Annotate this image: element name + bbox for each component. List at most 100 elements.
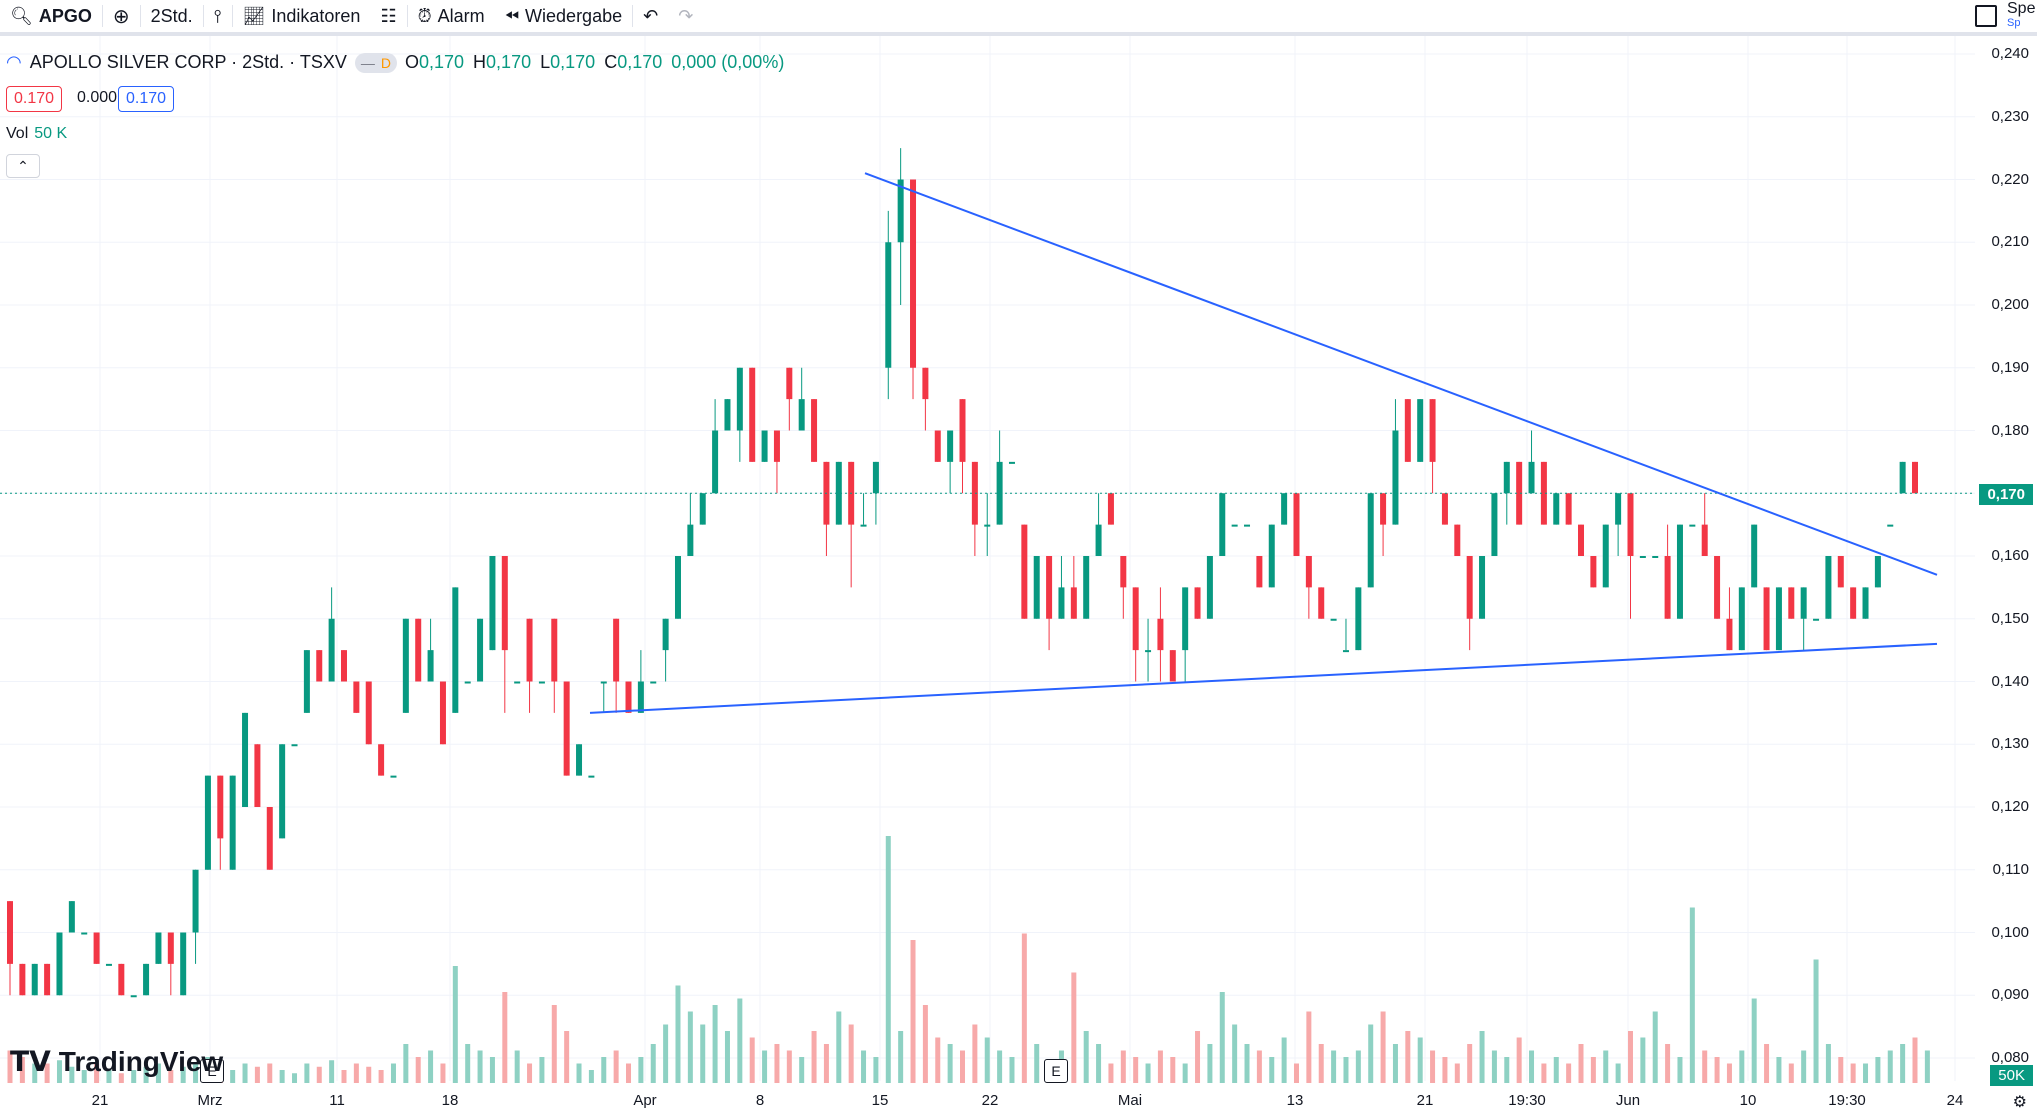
candle-body xyxy=(56,932,63,996)
volume-bar xyxy=(712,1005,718,1083)
candle-body xyxy=(551,618,558,682)
alert-button[interactable]: ⏰︎ Alarm xyxy=(408,0,495,32)
volume-bar xyxy=(1281,1037,1287,1083)
candle-body xyxy=(180,932,187,996)
volume-bar xyxy=(774,1044,780,1083)
volume-bar xyxy=(1627,1031,1633,1083)
fullscreen-button[interactable] xyxy=(1965,0,2007,32)
candles-icon: ⫯ xyxy=(213,5,222,26)
volume-bar xyxy=(551,1005,557,1083)
candle-body xyxy=(699,493,706,525)
candle-body xyxy=(1738,587,1745,651)
candle-body xyxy=(662,618,669,651)
price-tick-label: 0,180 xyxy=(1991,421,2029,439)
volume-bar xyxy=(1293,1063,1299,1083)
rewind-icon: ⏪︎ xyxy=(504,5,520,26)
compare-button[interactable]: ⊕ xyxy=(103,0,140,32)
buy-price-box[interactable]: 0.170 xyxy=(118,86,175,112)
volume-bar xyxy=(576,1063,582,1083)
volume-bar xyxy=(700,1024,706,1083)
volume-bar xyxy=(316,1066,322,1083)
volume-bar xyxy=(180,1066,186,1083)
volume-bar xyxy=(131,1070,137,1083)
volume-bar xyxy=(836,1011,842,1083)
replay-button[interactable]: ⏪︎ Wiedergabe xyxy=(495,0,632,32)
volume-axis-label: 50K xyxy=(1990,1065,2033,1086)
volume-bar xyxy=(588,1070,594,1083)
candle-body xyxy=(1182,587,1189,651)
candle-body xyxy=(1330,618,1337,621)
candle-body xyxy=(613,618,620,682)
candle-body xyxy=(415,618,422,682)
price-axis[interactable]: 0,240 0,230 0,220 0,210 0,200 0,190 0,180 0,170… xyxy=(1977,36,2037,1086)
time-tick-label: 15 xyxy=(871,1092,889,1109)
earnings-marker[interactable]: E xyxy=(1044,1059,1068,1083)
volume-bar xyxy=(626,1063,632,1083)
logo-text: TradingView xyxy=(58,1045,224,1077)
settings-icon[interactable]: ⚙ xyxy=(2012,1094,2027,1111)
volume-bar xyxy=(1442,1057,1448,1083)
indicators-button[interactable]: 📈︎ Indikatoren xyxy=(233,0,371,32)
layouts-button[interactable]: ☷ xyxy=(370,0,406,32)
candle-body xyxy=(1479,556,1486,619)
candle-body xyxy=(365,681,372,745)
volume-bar xyxy=(848,1024,854,1083)
volume-bar xyxy=(687,1011,693,1083)
price-chart[interactable] xyxy=(0,36,2037,1117)
interval-button[interactable]: 2Std. xyxy=(141,0,203,32)
volume-bar xyxy=(56,1060,62,1083)
volume-bar xyxy=(1776,1057,1782,1083)
price-tick-label: 0,230 xyxy=(1991,107,2029,125)
tradingview-mark-icon: 𝗧𝗩 xyxy=(10,1046,51,1077)
corner-label[interactable]: Spe Sp xyxy=(2007,2,2036,29)
undo-icon: ↶ xyxy=(643,5,659,26)
delayed-badge[interactable]: — D xyxy=(354,52,397,73)
volume-bar xyxy=(1590,1057,1596,1083)
volume-bar xyxy=(1541,1063,1547,1083)
candle-body xyxy=(1120,556,1127,588)
candle-body xyxy=(736,367,743,431)
chart-type-button[interactable]: ⫯ xyxy=(204,0,232,32)
redo-button[interactable]: ↷ xyxy=(668,0,703,32)
volume-bar xyxy=(7,1050,13,1083)
divider xyxy=(632,5,634,27)
candle-body xyxy=(1404,399,1411,462)
sell-price-box[interactable]: 0.170 xyxy=(6,86,63,112)
time-tick-label: 8 xyxy=(755,1092,765,1109)
candle-body xyxy=(984,524,991,527)
volume-bar xyxy=(514,1050,520,1083)
earnings-marker[interactable]: E xyxy=(200,1059,224,1083)
candle-body xyxy=(31,963,38,996)
volume-bar xyxy=(675,985,681,1083)
undo-button[interactable]: ↶ xyxy=(633,0,668,32)
volume-bar xyxy=(922,1005,928,1083)
tradingview-logo[interactable]: 𝗧𝗩 TradingView xyxy=(10,1045,223,1078)
collapse-legend-button[interactable]: ⌃ xyxy=(6,154,40,178)
alert-label: Alarm xyxy=(437,5,485,26)
candle-body xyxy=(217,775,224,839)
volume-bar xyxy=(564,1031,570,1083)
candle-body xyxy=(910,179,917,368)
candle-body xyxy=(786,367,793,400)
volume-bar xyxy=(1256,1050,1262,1083)
volume-bar xyxy=(1615,1063,1621,1083)
volume-bar xyxy=(1380,1011,1386,1083)
candle-body xyxy=(1107,493,1114,525)
volume-bar xyxy=(601,1057,607,1083)
series-title[interactable]: APOLLO SILVER CORP · 2Std. · TSXV xyxy=(29,52,347,72)
volume-bar xyxy=(1368,1024,1374,1083)
candle-body xyxy=(291,744,298,747)
candle-body xyxy=(316,650,323,682)
candle-body xyxy=(242,712,249,807)
candle-body xyxy=(860,524,867,527)
volume-bar xyxy=(1504,1057,1510,1083)
candle-body xyxy=(192,869,199,933)
price-tick-label: 0,120 xyxy=(1991,798,2029,815)
price-tick-label: 0,160 xyxy=(1991,547,2029,564)
candle-body xyxy=(1268,524,1275,588)
volume-bar xyxy=(1318,1044,1324,1083)
symbol-search-button[interactable]: 🔍︎ APGO xyxy=(0,0,102,32)
volume-bar xyxy=(910,940,916,1083)
volume-bar xyxy=(613,1050,619,1083)
candle-body xyxy=(1540,461,1547,525)
